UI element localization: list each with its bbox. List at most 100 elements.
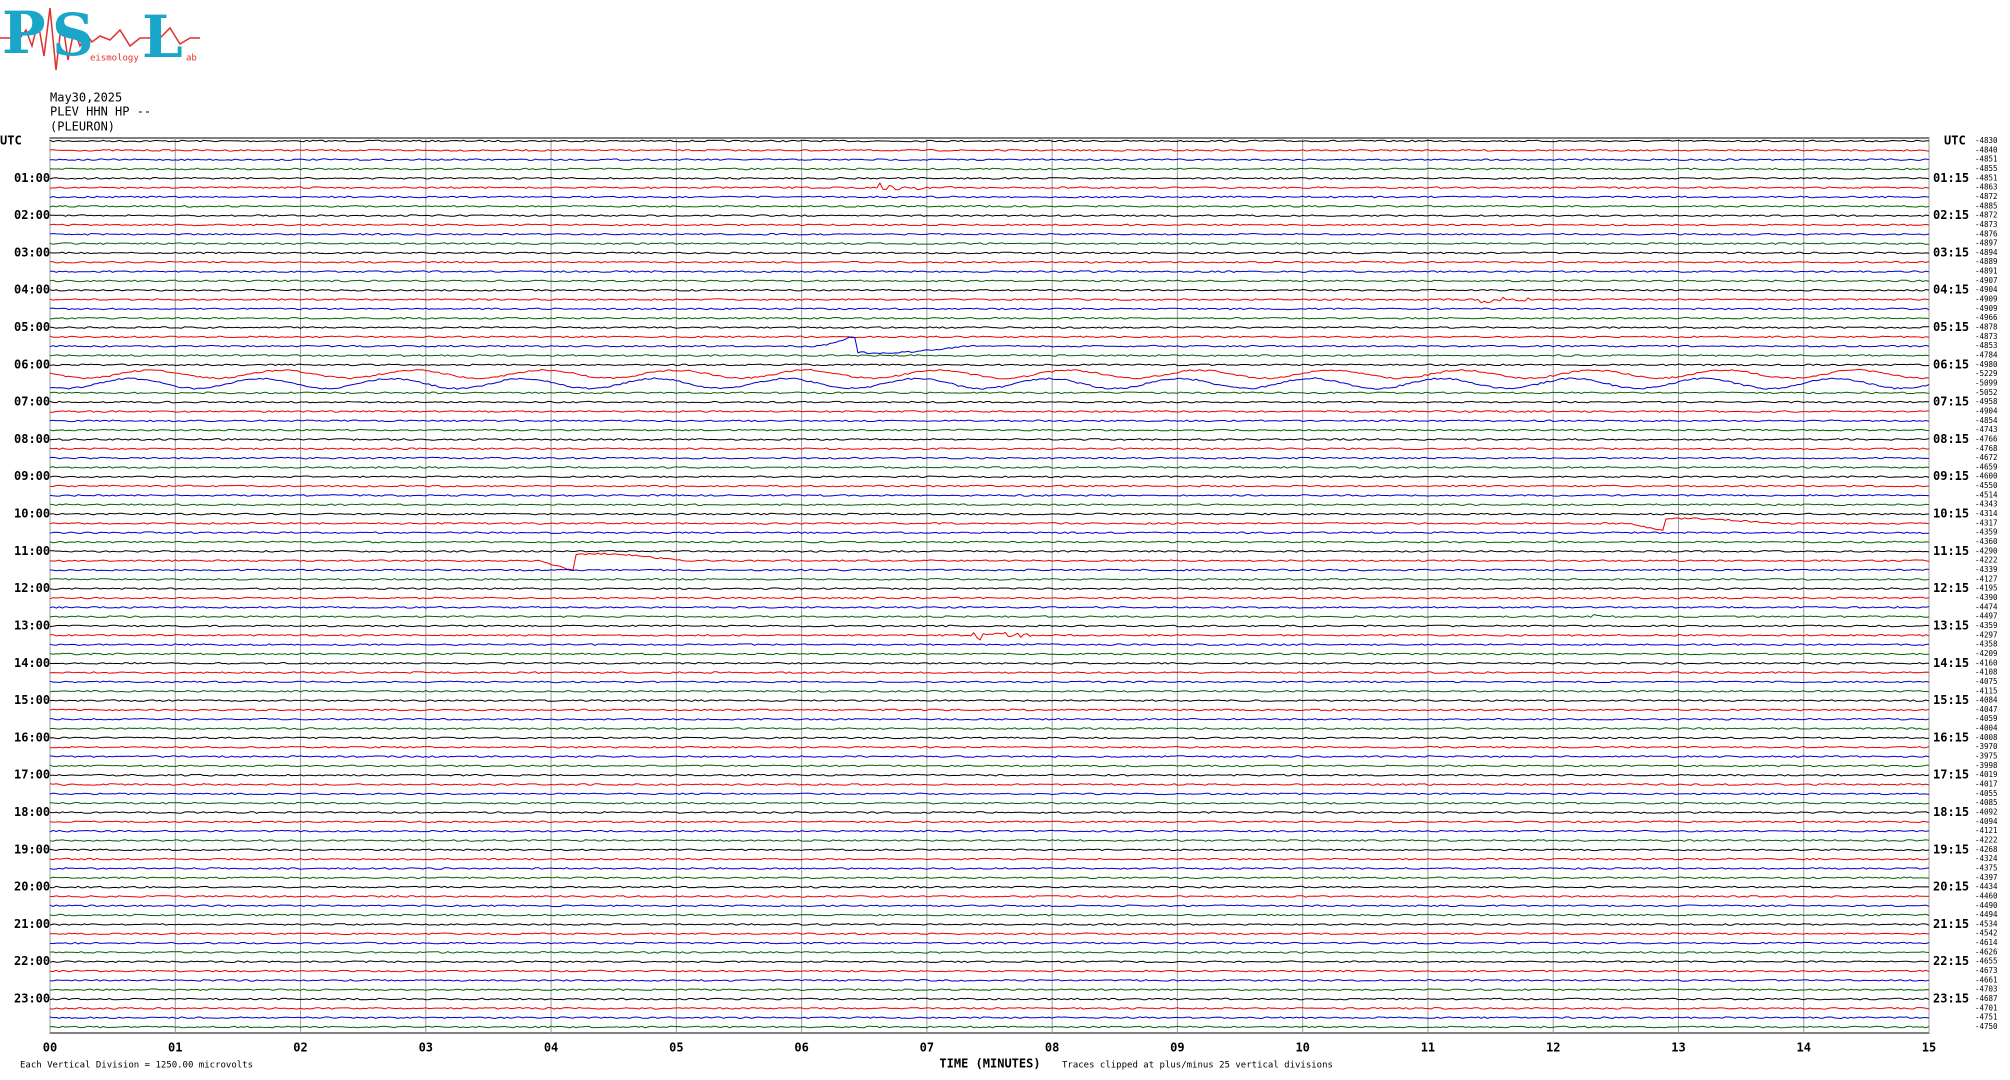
offset-label: -4494 [1975, 910, 1998, 919]
offset-label: -4891 [1975, 267, 1998, 276]
offset-label: -4659 [1975, 462, 1998, 471]
hour-label: 02:00 [14, 208, 50, 222]
trace [49, 419, 1930, 423]
trace [49, 643, 1930, 646]
trace [49, 811, 1930, 814]
offset-label: -4909 [1975, 304, 1998, 313]
trace [49, 288, 1930, 292]
offset-label: -4851 [1975, 155, 1998, 164]
offset-label: -4876 [1975, 229, 1998, 238]
offset-label: -4360 [1975, 537, 1998, 546]
x-tick-label: 15 [1922, 1041, 1936, 1055]
hour-label: 19:15 [1933, 842, 1969, 856]
x-tick-label: 04 [544, 1041, 558, 1055]
offset-label: -4889 [1975, 257, 1998, 266]
trace [49, 316, 1930, 320]
trace [49, 783, 1930, 786]
hour-label: 21:00 [14, 917, 50, 931]
x-tick-label: 05 [669, 1041, 683, 1055]
hour-label: 01:00 [14, 171, 50, 185]
trace [49, 1016, 1930, 1020]
trace [49, 1025, 1930, 1029]
trace [49, 755, 1930, 758]
offset-label: -4614 [1975, 938, 1998, 947]
trace [49, 624, 1930, 628]
trace [49, 839, 1930, 842]
hour-label: 12:15 [1933, 581, 1969, 595]
hour-label: 15:15 [1933, 693, 1969, 707]
offset-label: -4542 [1975, 929, 1998, 938]
offset-label: -4873 [1975, 332, 1998, 341]
offset-label: -4397 [1975, 873, 1998, 882]
trace [49, 652, 1930, 656]
trace [49, 242, 1930, 245]
trace [49, 568, 1930, 572]
hour-label: 06:15 [1933, 357, 1969, 371]
hour-label: 18:15 [1933, 805, 1969, 819]
offset-label: -4084 [1975, 696, 1998, 705]
hour-label: 16:00 [14, 730, 50, 744]
offset-label: -3998 [1975, 761, 1998, 770]
trace [49, 531, 1930, 535]
offset-label: -4840 [1975, 145, 1998, 154]
trace [49, 400, 1930, 404]
date: May30,2025 [50, 91, 122, 105]
trace [49, 997, 1930, 1001]
offset-label: -5229 [1975, 369, 1998, 378]
offset-label: -4830 [1975, 136, 1998, 145]
logo: P S L eismology ab [0, 0, 200, 71]
trace [49, 336, 1930, 355]
offset-label: -4343 [1975, 500, 1998, 509]
offset-label: -4958 [1975, 397, 1998, 406]
trace [49, 204, 1930, 208]
trace [49, 251, 1930, 255]
offset-label: -4751 [1975, 1013, 1998, 1022]
trace [49, 428, 1930, 432]
offset-label: -4047 [1975, 705, 1998, 714]
offset-label: -4863 [1975, 183, 1998, 192]
offset-label: -4059 [1975, 714, 1998, 723]
trace [49, 214, 1930, 217]
x-tick-label: 03 [419, 1041, 433, 1055]
hour-label: 04:15 [1933, 283, 1969, 297]
hour-label: 06:00 [14, 357, 50, 371]
offset-label: -4672 [1975, 453, 1998, 462]
trace [49, 232, 1930, 236]
logo-letter: L [142, 3, 183, 71]
trace [49, 377, 1930, 390]
x-tick-label: 00 [43, 1041, 57, 1055]
hour-label: 13:00 [14, 618, 50, 632]
hour-label: 23:15 [1933, 992, 1969, 1006]
trace [49, 587, 1930, 591]
trace [49, 540, 1930, 544]
hour-label: 18:00 [14, 805, 50, 819]
trace [49, 354, 1930, 357]
trace [49, 552, 1930, 571]
x-tick-label: 14 [1797, 1041, 1811, 1055]
trace [49, 326, 1929, 329]
trace [49, 596, 1930, 600]
trace [49, 466, 1930, 469]
offset-label: -4004 [1975, 724, 1998, 733]
trace [49, 988, 1930, 992]
trace [49, 613, 1930, 619]
offset-label: -4872 [1975, 211, 1998, 220]
trace [49, 848, 1930, 852]
x-tick-label: 09 [1170, 1041, 1184, 1055]
x-axis-title: TIME (MINUTES) [939, 1057, 1040, 1071]
offset-label: -4127 [1975, 574, 1998, 583]
trace [49, 941, 1930, 945]
trace [49, 391, 1930, 395]
trace [49, 447, 1929, 451]
offset-label: -4115 [1975, 686, 1998, 695]
trace [49, 1006, 1930, 1010]
offset-label: -4121 [1975, 826, 1998, 835]
trace [50, 661, 1929, 665]
offset-label: -4626 [1975, 947, 1998, 956]
hour-label: 15:00 [14, 693, 50, 707]
offset-label: -4297 [1975, 630, 1998, 639]
trace [49, 260, 1930, 264]
trace [49, 368, 1930, 380]
offset-label: -4701 [1975, 1003, 1998, 1012]
